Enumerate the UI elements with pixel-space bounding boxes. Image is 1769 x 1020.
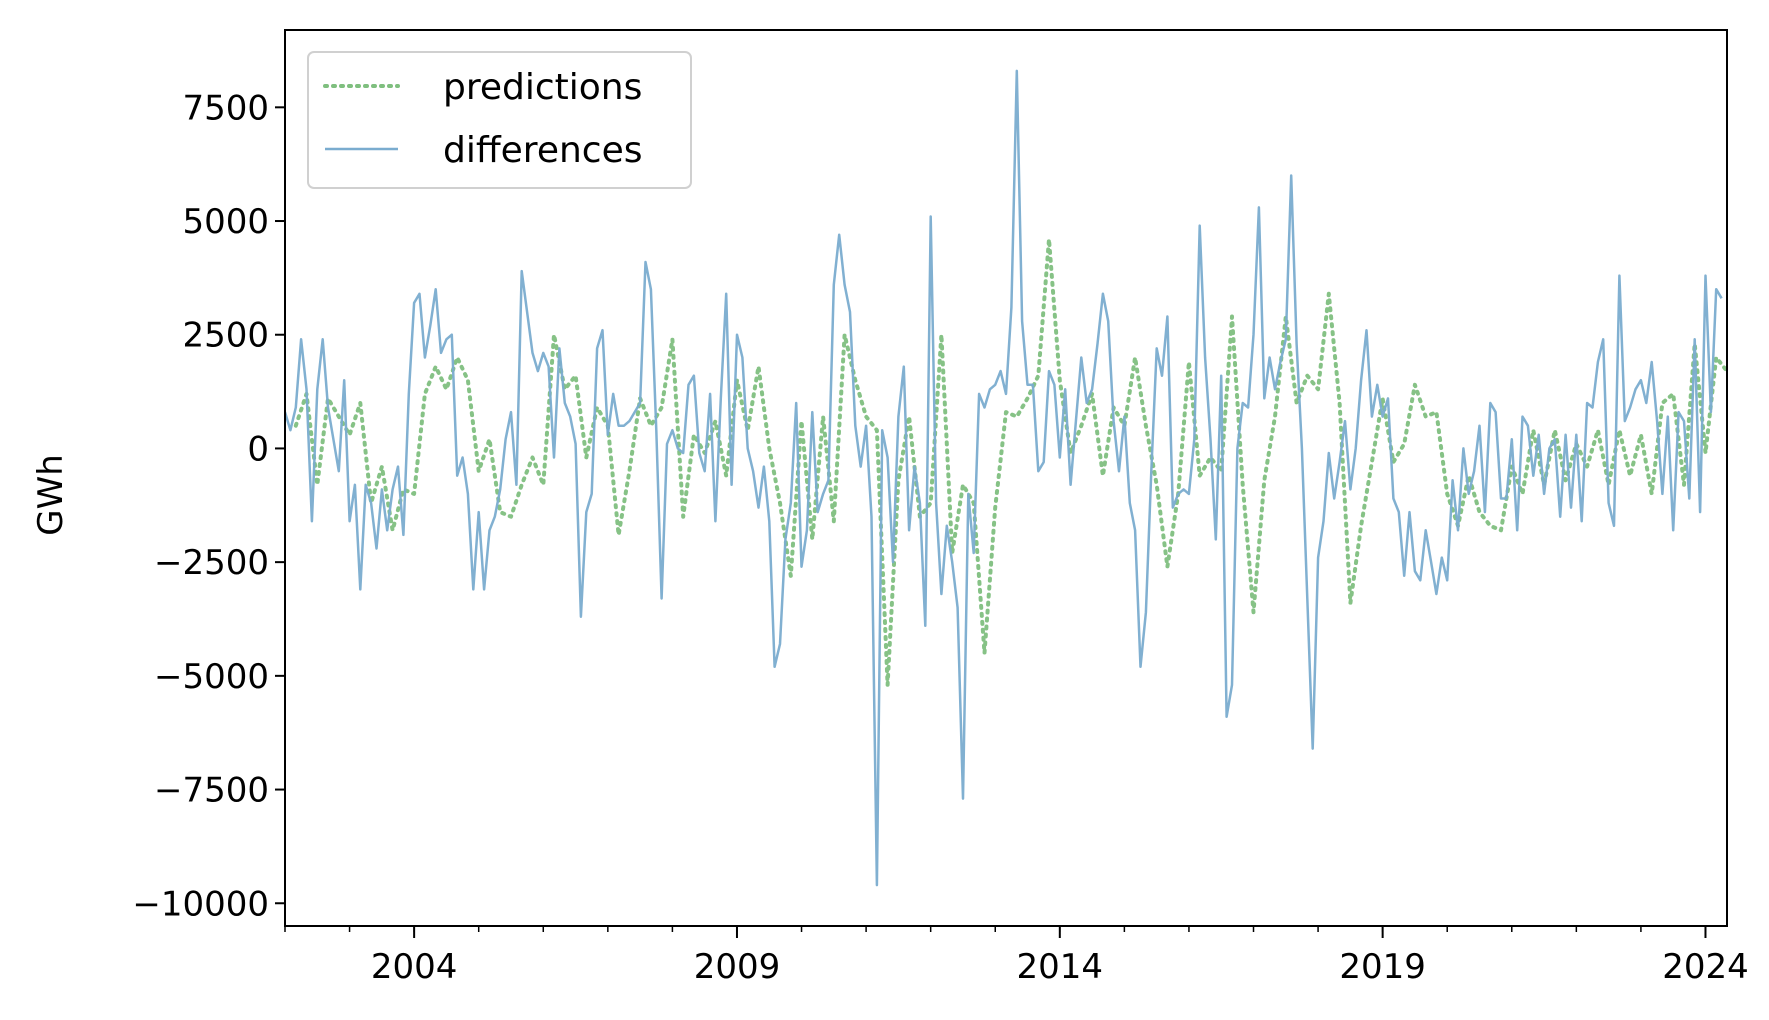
y-tick-label: −10000 [132,884,269,924]
series-line-predictions [293,237,1727,687]
legend: predictions differences [307,51,692,189]
legend-box [307,51,692,189]
x-tick-label: 2004 [371,947,458,987]
series-layer [285,69,1727,887]
legend-label-differences: differences [443,130,642,171]
legend-label-predictions: predictions [443,67,642,108]
y-axis-label: GWh [31,454,71,536]
series-line-differences [285,69,1723,887]
x-tick-label: 2024 [1662,947,1749,987]
x-tick-label: 2014 [1017,947,1104,987]
y-tick-label: 2500 [182,316,269,356]
y-tick-label: 7500 [182,88,269,128]
y-tick-label: 5000 [182,202,269,242]
y-axis: −10000 −7500 −5000 −2500 0 2500 5000 7500 [132,88,285,924]
plot-area-frame [284,29,1728,927]
x-tick-label: 2009 [694,947,781,987]
y-tick-label: −5000 [154,657,269,697]
x-axis: 2004 2009 2014 2019 2024 [284,926,1749,987]
series-group [285,69,1727,887]
x-tick-label: 2019 [1339,947,1426,987]
y-tick-label: −7500 [154,771,269,811]
y-tick-label: −2500 [154,543,269,583]
y-tick-label: 0 [247,429,269,469]
